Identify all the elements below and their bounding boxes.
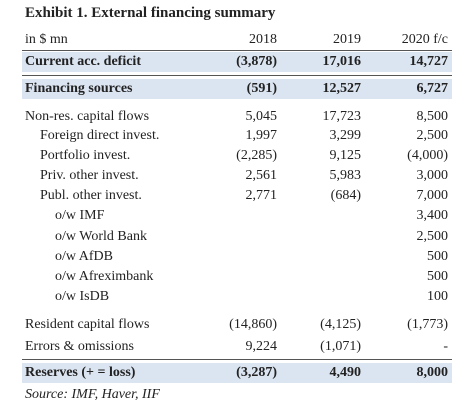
table-row: o/w IMF 3,400 xyxy=(22,206,452,226)
cell-value: 12,527 xyxy=(322,81,362,96)
cell-value: 4,490 xyxy=(329,365,362,380)
row-label: Financing sources xyxy=(25,81,133,96)
cell-value: 14,727 xyxy=(409,54,449,69)
cell-value: 100 xyxy=(427,289,448,304)
row-label: o/w IsDB xyxy=(55,289,110,304)
cell-value: 500 xyxy=(427,249,448,264)
cell-value: (1,773) xyxy=(407,317,448,332)
row-label: o/w World Bank xyxy=(55,229,147,244)
table-row: o/w World Bank 2,500 xyxy=(22,227,452,247)
cell-value: 3,299 xyxy=(329,128,362,143)
table-row: Non-res. capital flows 5,045 17,723 8,500 xyxy=(22,107,452,127)
cell-value: 7,000 xyxy=(416,188,449,203)
table-row: Current acc. deficit (3,878) 17,016 14,727 xyxy=(22,52,452,72)
cell-value: - xyxy=(443,339,448,354)
rule xyxy=(22,359,452,360)
cell-value: (684) xyxy=(330,188,361,203)
cell-value: 500 xyxy=(427,269,448,284)
row-label: Non-res. capital flows xyxy=(25,109,150,124)
table-row: o/w Afreximbank 500 xyxy=(22,267,452,287)
cell-value: 17,723 xyxy=(322,109,362,124)
title: Exhibit 1. External financing summary xyxy=(25,5,276,21)
cell-value: (591) xyxy=(246,81,277,96)
row-label: Priv. other invest. xyxy=(40,168,139,183)
cell-value: 2,500 xyxy=(416,229,449,244)
table-row: Priv. other invest. 2,561 5,983 3,000 xyxy=(22,166,452,186)
row-label: Portfolio invest. xyxy=(40,148,131,163)
header-year: 2020 f/c xyxy=(401,32,448,47)
cell-value: 2,771 xyxy=(245,188,278,203)
table-row: Resident capital flows (14,860) (4,125) (1,… xyxy=(22,315,452,335)
cell-value: 3,000 xyxy=(416,168,449,183)
header-label: in $ mn xyxy=(25,32,68,47)
rule xyxy=(22,75,452,76)
cell-value: 3,400 xyxy=(416,208,449,223)
cell-value: 17,016 xyxy=(322,54,362,69)
cell-value: (2,285) xyxy=(236,148,277,163)
row-label: Reserves (+ = loss) xyxy=(25,365,136,380)
header-year: 2019 xyxy=(333,32,361,47)
cell-value: 8,500 xyxy=(416,109,449,124)
cell-value: 1,997 xyxy=(245,128,278,143)
cell-value: (14,860) xyxy=(229,317,277,332)
row-label: Current acc. deficit xyxy=(25,54,141,69)
table-row: o/w IsDB 100 xyxy=(22,287,452,307)
row-label: o/w AfDB xyxy=(55,249,113,264)
cell-value: 6,727 xyxy=(416,81,449,96)
cell-value: 2,500 xyxy=(416,128,449,143)
rule xyxy=(22,50,452,51)
cell-value: 9,125 xyxy=(329,148,362,163)
cell-value: (4,000) xyxy=(407,148,448,163)
cell-value: 5,045 xyxy=(245,109,278,124)
table-row: Reserves (+ = loss) (3,287) 4,490 8,000 xyxy=(22,363,452,383)
row-label: Errors & omissions xyxy=(25,339,134,354)
cell-value: 5,983 xyxy=(329,168,362,183)
cell-value: (4,125) xyxy=(320,317,361,332)
row-label: Publ. other invest. xyxy=(40,188,142,203)
cell-value: 8,000 xyxy=(416,365,449,380)
cell-value: (3,878) xyxy=(236,54,277,69)
cell-value: 2,561 xyxy=(245,168,278,183)
row-label: o/w Afreximbank xyxy=(55,269,154,284)
table-row: o/w AfDB 500 xyxy=(22,247,452,267)
cell-value: (3,287) xyxy=(236,365,277,380)
source: Source: IMF, Haver, IIF xyxy=(25,387,160,402)
row-label: Resident capital flows xyxy=(25,317,150,332)
row-label: Foreign direct invest. xyxy=(40,128,160,143)
table-row: Errors & omissions 9,224 (1,071) - xyxy=(22,337,452,357)
table-row: Foreign direct invest. 1,997 3,299 2,500 xyxy=(22,126,452,146)
header-year: 2018 xyxy=(249,32,277,47)
cell-value: 9,224 xyxy=(245,339,278,354)
table-row: Financing sources (591) 12,527 6,727 xyxy=(22,79,452,99)
cell-value: (1,071) xyxy=(320,339,361,354)
table-row: Publ. other invest. 2,771 (684) 7,000 xyxy=(22,186,452,206)
row-label: o/w IMF xyxy=(55,208,105,223)
table-row: Portfolio invest. (2,285) 9,125 (4,000) xyxy=(22,146,452,166)
